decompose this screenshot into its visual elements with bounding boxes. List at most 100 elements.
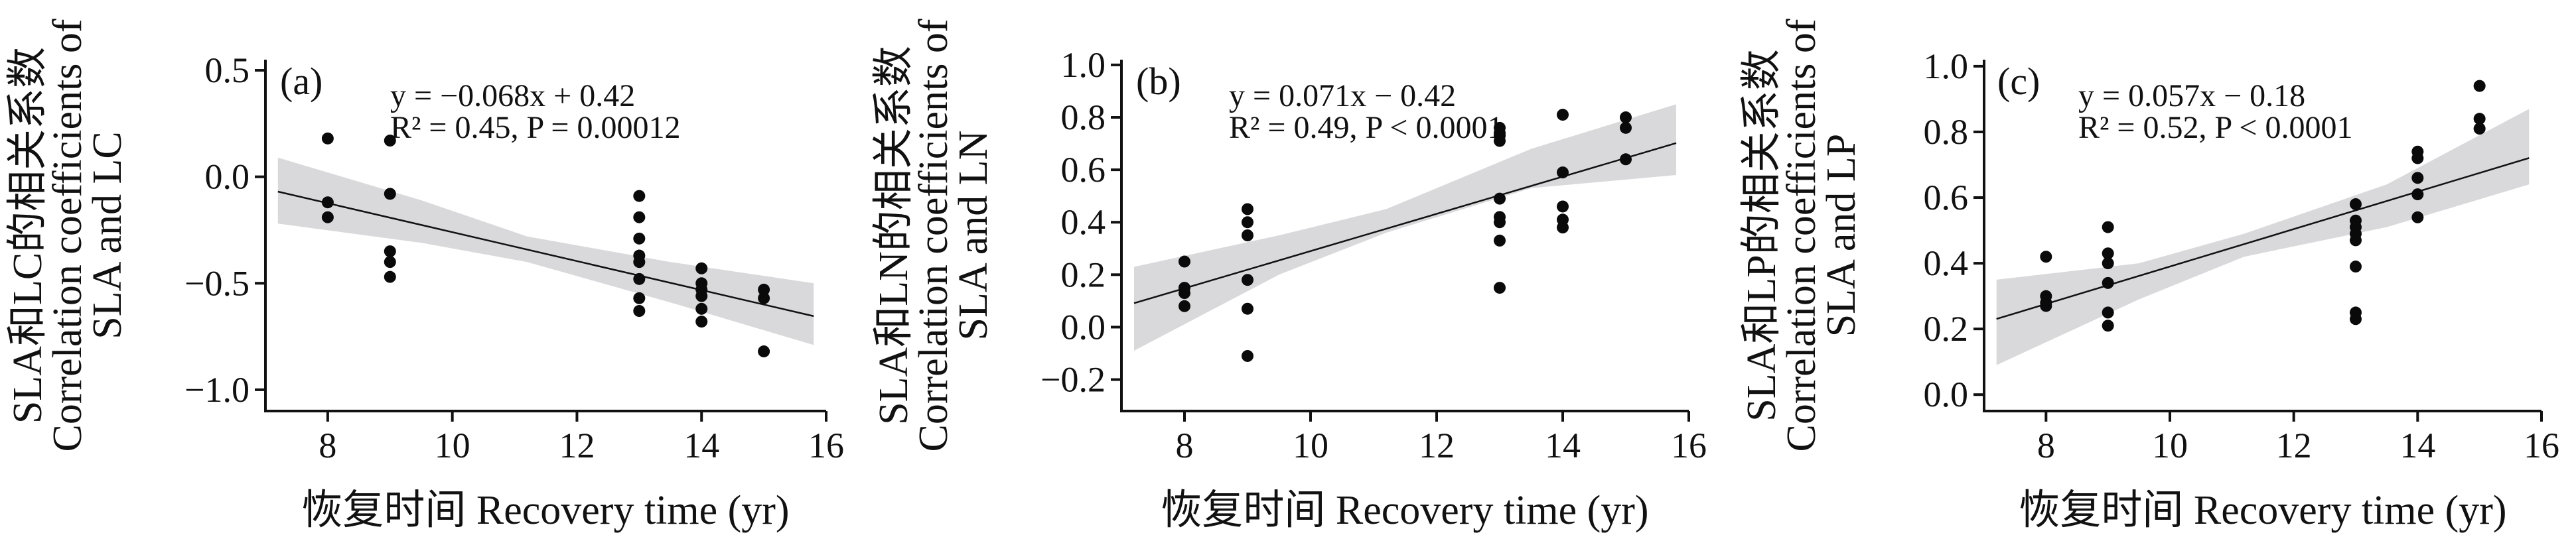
panel-b-y-axis-title-cn: SLA和LN的相关系数 <box>871 46 916 425</box>
panel-a-data-point <box>758 345 770 358</box>
panel-b-confidence-band <box>1134 104 1676 351</box>
panel-a-data-point <box>633 211 646 223</box>
panel-a-label: (a) <box>280 60 322 103</box>
panel-b-y-tick-label: −0.2 <box>1040 360 1106 400</box>
panel-c-x-tick-label: 10 <box>2152 426 2188 465</box>
panel-b-data-point <box>1179 287 1190 300</box>
panel-a-x-tick-label: 12 <box>559 426 595 465</box>
panel-b-axes <box>1120 60 1689 412</box>
panel-a-data-point <box>321 132 334 145</box>
panel-c: (c) y = 0.057x − 0.18 R² = 0.52, P < 0.0… <box>1739 19 2559 533</box>
panel-b-stats: R² = 0.49, P < 0.0001 <box>1229 110 1503 145</box>
panel-b-data-point <box>1494 234 1506 247</box>
panel-a-y-axis-title-en-line2: SLA and LC <box>85 131 130 339</box>
panel-b-data-point <box>1494 282 1506 294</box>
panel-c-data-point <box>2473 113 2486 125</box>
panel-b-data-point <box>1242 349 1253 362</box>
panel-c-y-axis-title-cn: SLA和LP的相关系数 <box>1739 49 1784 421</box>
panel-c-data-point <box>2102 320 2114 332</box>
panel-b-data-point <box>1494 216 1506 229</box>
panel-c-x-tick-label: 14 <box>2399 426 2435 465</box>
panel-b-y-tick-label: 0.0 <box>1061 307 1106 347</box>
panel-a-data-point <box>633 190 646 202</box>
panel-c-axes <box>1983 60 2541 412</box>
panel-b-data-point <box>1620 111 1632 124</box>
panel-c-data-point <box>2102 276 2114 289</box>
panel-a-confidence-band <box>277 157 814 345</box>
panel-b-data-point <box>1242 302 1253 315</box>
panel-a-data-point <box>695 316 708 328</box>
panel-b-regression-line <box>1133 142 1677 304</box>
panel-b-data-point <box>1557 221 1569 234</box>
panel-a-data-point <box>384 188 396 200</box>
panel-b-data-point <box>1557 109 1569 121</box>
panel-c-data-point <box>2411 188 2424 201</box>
panel-c-y-tick-label: 0.0 <box>1924 375 1969 414</box>
panel-a-x-tick-label: 14 <box>683 426 719 465</box>
panel-c-data-point <box>2350 313 2362 326</box>
panel-c-y-tick-label: 0.8 <box>1924 112 1969 152</box>
panel-c-stats: R² = 0.52, P < 0.0001 <box>2078 110 2352 145</box>
panel-c-data-point <box>2473 123 2486 135</box>
panel-c-data-point <box>2102 247 2114 260</box>
panel-c-confidence-band <box>1996 109 2530 365</box>
panel-a-y-axis-title-en-line1: Correlation coefficients of <box>45 19 90 451</box>
panel-a-x-tick-label: 10 <box>435 426 470 465</box>
panel-a-y-tick-label: −1.0 <box>184 370 250 410</box>
panel-b-y-tick-label: 0.4 <box>1061 202 1106 242</box>
panel-c-equation: y = 0.057x − 0.18 <box>2078 78 2305 113</box>
panel-a: (a) y = −0.068x + 0.42 R² = 0.45, P = 0.… <box>5 19 844 533</box>
panel-a-data-point <box>384 270 396 283</box>
panel-b-y-tick-label: 1.0 <box>1061 45 1106 85</box>
panel-b-equation: y = 0.071x − 0.42 <box>1229 78 1456 113</box>
panel-b: (b) y = 0.071x − 0.42 R² = 0.49, P < 0.0… <box>871 19 1707 533</box>
panel-b-y-axis-title-en-line1: Correlation coefficients of <box>911 19 956 451</box>
panel-b-data-point <box>1242 216 1253 229</box>
panel-c-y-tick-label: 0.4 <box>1924 243 1969 283</box>
panel-c-data-point <box>2473 80 2486 92</box>
panel-b-data-point <box>1179 300 1190 312</box>
panel-c-data-point <box>2411 172 2424 184</box>
panel-b-x-tick-label: 16 <box>1671 426 1707 465</box>
panel-a-data-point <box>695 290 708 302</box>
panel-c-y-tick-label: 0.2 <box>1924 309 1969 349</box>
panel-b-y-tick-label: 0.2 <box>1061 255 1106 294</box>
panel-a-data-point <box>633 272 646 285</box>
panel-c-x-tick-label: 16 <box>2524 426 2559 465</box>
panel-a-data-point <box>758 292 770 304</box>
panel-a-data-point <box>633 305 646 318</box>
panel-a-data-point <box>633 256 646 268</box>
panel-c-y-axis-title-en-line1: Correlation coefficients of <box>1779 19 1824 451</box>
panel-a-y-tick-label: −0.5 <box>184 263 250 303</box>
panel-a-data-point <box>321 211 334 223</box>
panel-b-data-point <box>1242 229 1253 241</box>
panel-c-data-point <box>2411 211 2424 223</box>
panel-a-data-point <box>758 283 770 296</box>
panel-b-data-point <box>1242 274 1253 286</box>
panel-c-data-point <box>2350 261 2362 273</box>
panel-a-regression-line <box>277 190 814 318</box>
panel-a-y-axis-title-cn: SLA和LC的相关系数 <box>5 47 50 424</box>
panel-c-data-point <box>2102 306 2114 319</box>
panel-b-data-point <box>1557 200 1569 213</box>
panel-b-data-point <box>1242 203 1253 215</box>
panel-c-data-point <box>2040 300 2052 312</box>
panel-c-x-tick-label: 8 <box>2037 426 2055 465</box>
panel-c-data-point <box>2040 251 2052 263</box>
panel-b-x-tick-label: 8 <box>1176 426 1194 465</box>
panel-b-data-point <box>1179 255 1190 268</box>
panel-c-x-tick-label: 12 <box>2276 426 2312 465</box>
panel-c-data-point <box>2411 152 2424 164</box>
panel-b-y-tick-label: 0.6 <box>1061 150 1106 190</box>
panel-a-data-point <box>384 245 396 258</box>
panel-a-data-point <box>633 232 646 245</box>
panel-b-data-point <box>1620 153 1632 166</box>
panel-c-y-tick-label: 1.0 <box>1924 46 1969 86</box>
panel-b-x-tick-label: 10 <box>1293 426 1328 465</box>
panel-b-x-tick-label: 14 <box>1545 426 1581 465</box>
panel-a-x-axis-title: 恢复时间 Recovery time (yr) <box>301 488 789 533</box>
panel-c-x-axis-title: 恢复时间 Recovery time (yr) <box>2019 488 2506 533</box>
panel-c-y-tick-label: 0.6 <box>1924 178 1969 217</box>
panel-b-data-point <box>1494 192 1506 205</box>
